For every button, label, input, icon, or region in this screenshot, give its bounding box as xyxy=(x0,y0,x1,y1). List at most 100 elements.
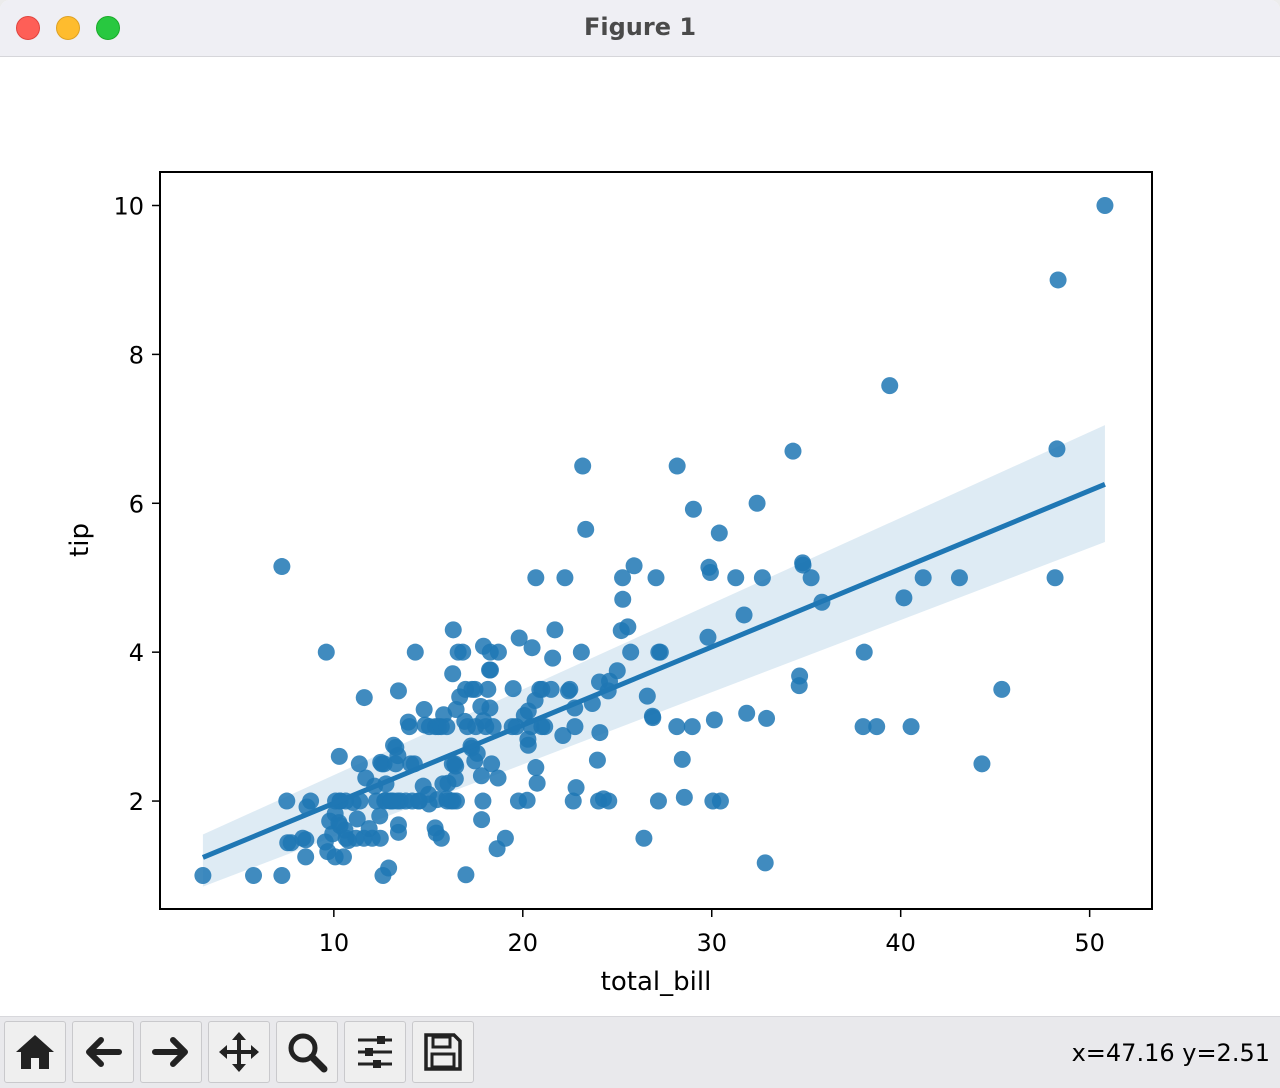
data-point xyxy=(297,848,315,866)
data-point xyxy=(644,709,662,727)
data-point xyxy=(675,788,693,806)
data-point xyxy=(438,718,456,736)
data-point xyxy=(651,643,669,661)
data-point xyxy=(635,829,653,847)
data-point xyxy=(614,569,632,587)
data-point xyxy=(546,621,564,639)
data-point xyxy=(273,558,291,576)
data-point xyxy=(758,709,776,727)
data-point xyxy=(556,569,574,587)
configure-subplots-button[interactable] xyxy=(344,1021,406,1083)
data-point xyxy=(567,779,585,797)
data-point xyxy=(794,556,812,574)
data-point xyxy=(415,700,433,718)
x-tick-label: 10 xyxy=(319,929,350,957)
data-point xyxy=(297,831,315,849)
data-point xyxy=(802,569,820,587)
data-point xyxy=(791,667,809,685)
cursor-coordinates: x=47.16 y=2.51 xyxy=(1071,1039,1270,1067)
window-title: Figure 1 xyxy=(583,13,697,41)
data-point xyxy=(496,829,514,847)
x-tick-label: 30 xyxy=(696,929,727,957)
data-point xyxy=(735,606,753,624)
data-point xyxy=(588,751,606,769)
data-point xyxy=(638,687,656,705)
data-point xyxy=(350,755,368,773)
data-point xyxy=(447,792,465,810)
y-tick-label: 2 xyxy=(129,788,144,816)
x-axis-label: total_bill xyxy=(601,967,712,997)
data-point xyxy=(727,569,745,587)
data-point xyxy=(245,867,263,884)
data-point xyxy=(489,643,507,661)
data-point xyxy=(444,665,462,683)
data-point xyxy=(371,829,389,847)
data-point xyxy=(302,792,320,810)
data-point xyxy=(194,867,212,884)
data-point xyxy=(855,643,873,661)
move-icon xyxy=(219,1032,259,1072)
data-point xyxy=(625,557,643,575)
plot-frame xyxy=(159,171,1153,910)
data-point xyxy=(854,718,872,736)
data-point xyxy=(1049,271,1067,289)
data-point xyxy=(973,755,991,773)
data-point xyxy=(699,628,717,646)
x-tick-label: 50 xyxy=(1074,929,1105,957)
data-point xyxy=(334,848,352,866)
data-point xyxy=(400,718,418,736)
data-point xyxy=(380,859,398,877)
back-button[interactable] xyxy=(72,1021,134,1083)
data-point xyxy=(544,649,562,667)
x-tick-label: 40 xyxy=(885,929,916,957)
data-point xyxy=(1048,440,1066,458)
data-point xyxy=(518,791,536,809)
data-point xyxy=(902,718,920,736)
maximize-window-button[interactable] xyxy=(96,16,120,40)
y-tick-label: 10 xyxy=(113,193,144,221)
data-point xyxy=(577,520,595,538)
data-point xyxy=(389,682,407,700)
data-point xyxy=(479,680,497,698)
magnifier-icon xyxy=(288,1033,328,1073)
save-button[interactable] xyxy=(412,1021,474,1083)
data-point xyxy=(348,810,366,828)
data-point xyxy=(564,792,582,810)
data-point xyxy=(649,792,667,810)
data-point xyxy=(371,807,389,825)
zoom-button[interactable] xyxy=(276,1021,338,1083)
data-point xyxy=(705,711,723,729)
y-axis-label: tip xyxy=(65,523,95,557)
data-point xyxy=(466,680,484,698)
data-point xyxy=(536,718,554,736)
figure-canvas[interactable]: 10 20 30 40 50 2 4 6 8 10 total_bill tip xyxy=(0,57,1280,1016)
data-point xyxy=(355,689,373,707)
title-bar[interactable]: Figure 1 xyxy=(0,0,1280,57)
home-button[interactable] xyxy=(4,1021,66,1083)
data-point xyxy=(614,590,632,608)
data-point xyxy=(527,569,545,587)
forward-button[interactable] xyxy=(140,1021,202,1083)
data-point xyxy=(527,759,545,777)
data-point xyxy=(868,718,886,736)
data-point xyxy=(504,680,522,698)
data-point xyxy=(330,747,348,765)
floppy-disk-icon xyxy=(424,1033,462,1071)
data-point xyxy=(454,643,472,661)
y-tick-label: 8 xyxy=(129,341,144,369)
data-point xyxy=(756,854,774,872)
data-point xyxy=(489,769,507,787)
data-point xyxy=(622,643,640,661)
close-window-button[interactable] xyxy=(16,16,40,40)
data-point xyxy=(591,724,609,742)
data-point xyxy=(444,621,462,639)
data-point xyxy=(668,718,686,736)
home-icon xyxy=(16,1035,54,1069)
pan-button[interactable] xyxy=(208,1021,270,1083)
data-point xyxy=(608,662,626,680)
data-point xyxy=(484,718,502,736)
data-point xyxy=(468,744,486,762)
data-point xyxy=(523,639,541,657)
y-tick-label: 4 xyxy=(129,639,144,667)
minimize-window-button[interactable] xyxy=(56,16,80,40)
